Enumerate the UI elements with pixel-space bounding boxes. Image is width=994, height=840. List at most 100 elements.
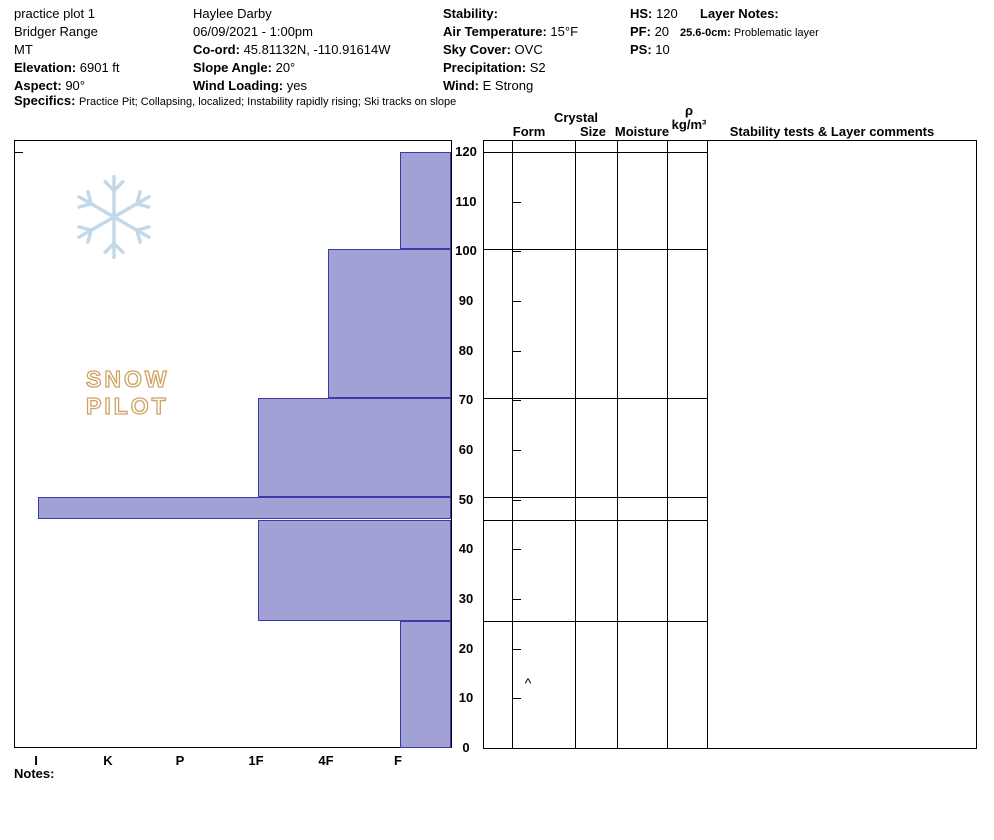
ps-label: PS: xyxy=(630,42,652,57)
depth-axis-label: 60 xyxy=(458,442,474,457)
snow-layer-bar xyxy=(38,497,451,520)
pit-state: MT xyxy=(14,42,33,57)
logo-text: SNOW PILOT xyxy=(85,365,170,419)
layer-notes-title: Layer Notes: xyxy=(700,6,779,21)
snow-layer-bar xyxy=(400,620,451,748)
depth-axis-label: 80 xyxy=(458,342,474,358)
layer-boundary-line xyxy=(483,152,707,153)
table-gridline-v xyxy=(667,140,668,748)
depth-axis-label: 30 xyxy=(458,591,474,606)
air-temp-row: Air Temperature: 15°F xyxy=(443,24,578,39)
surface-tick xyxy=(15,152,23,153)
hardness-axis-label: F xyxy=(394,753,402,768)
pit-datetime: 06/09/2021 - 1:00pm xyxy=(193,24,313,39)
table-gridline-v xyxy=(483,140,484,748)
pf-row: PF: 20 xyxy=(630,24,669,39)
hardness-axis-label: P xyxy=(175,753,185,768)
coord-value: 45.81132N, -110.91614W xyxy=(243,42,391,57)
slope-angle-label: Slope Angle: xyxy=(193,60,272,75)
hardness-plot-frame xyxy=(14,140,452,748)
depth-axis-label: 100 xyxy=(455,243,477,259)
table-gridline-v xyxy=(976,140,977,748)
depth-tick xyxy=(512,201,521,203)
column-header-stability-comments: Stability tests & Layer comments xyxy=(729,124,935,139)
column-header-rho: ρ xyxy=(684,103,694,118)
slope-angle-row: Slope Angle: 20° xyxy=(193,60,295,75)
depth-tick xyxy=(512,499,521,501)
slope-angle-value: 20° xyxy=(275,60,296,75)
layer-note-row: 25.6-0cm: Problematic layer xyxy=(680,26,819,41)
depth-axis-label: 120 xyxy=(455,144,477,159)
depth-tick xyxy=(512,400,521,402)
table-border-h xyxy=(483,140,977,141)
notes-label: Notes: xyxy=(14,766,55,781)
aspect-label: Aspect: xyxy=(14,78,62,93)
hs-row: HS: 120 xyxy=(630,6,678,21)
snow-layer-bar xyxy=(400,152,451,249)
column-header-form: Form xyxy=(512,124,546,139)
elevation-value: 6901 ft xyxy=(79,60,120,75)
precipitation-row: Precipitation: S2 xyxy=(443,60,546,75)
wind-loading-row: Wind Loading: yes xyxy=(193,78,307,93)
depth-axis-label: 110 xyxy=(455,193,477,209)
wind-loading-value: yes xyxy=(286,78,307,93)
layer-boundary-line xyxy=(483,248,707,250)
column-header-size: Size xyxy=(579,124,607,139)
coord-row: Co-ord: 45.81132N, -110.91614W xyxy=(193,42,391,57)
observer-name: Haylee Darby xyxy=(193,6,272,21)
pit-region: Bridger Range xyxy=(14,24,98,39)
column-header-crystal: Crystal xyxy=(553,110,599,125)
elevation-label: Elevation: xyxy=(14,60,77,75)
ps-value: 10 xyxy=(655,42,670,57)
hs-value: 120 xyxy=(656,6,678,21)
wind-value: E Strong xyxy=(482,78,534,93)
snow-layer-bar xyxy=(258,397,451,498)
depth-tick xyxy=(512,599,521,600)
table-gridline-v xyxy=(707,140,708,748)
layer-note-text: Problematic layer xyxy=(733,27,819,39)
depth-axis-label: 0 xyxy=(462,740,470,755)
depth-axis-label: 50 xyxy=(458,491,474,507)
depth-axis-label: 90 xyxy=(458,293,474,308)
layer-boundary-line xyxy=(483,397,707,399)
sky-cover-label: Sky Cover: xyxy=(443,42,511,57)
aspect-row: Aspect: 90° xyxy=(14,78,85,93)
air-temp-label: Air Temperature: xyxy=(443,24,547,39)
depth-tick xyxy=(512,549,521,551)
layer-boundary-line xyxy=(483,497,707,499)
ps-row: PS: 10 xyxy=(630,42,670,57)
specifics-row: Specifics: Practice Pit; Collapsing, loc… xyxy=(14,93,456,110)
snowflake-icon xyxy=(77,174,151,260)
depth-tick xyxy=(512,450,521,451)
depth-tick xyxy=(512,648,521,650)
table-gridline-v xyxy=(617,140,618,748)
aspect-value: 90° xyxy=(65,78,85,93)
air-temp-value: 15°F xyxy=(550,24,579,39)
column-header-rho-unit: kg/m³ xyxy=(671,117,707,132)
specifics-label: Specifics: xyxy=(14,93,76,108)
layer-notes-label: Layer Notes: xyxy=(700,6,779,21)
specifics-value: Practice Pit; Collapsing, localized; Ins… xyxy=(79,96,457,108)
table-gridline-v xyxy=(512,140,513,748)
wind-row: Wind: E Strong xyxy=(443,78,533,93)
depth-tick xyxy=(512,698,521,700)
depth-tick xyxy=(512,251,521,253)
depth-axis-label: 20 xyxy=(458,640,474,656)
snow-layer-bar xyxy=(328,248,451,398)
column-header-moisture: Moisture xyxy=(614,124,670,139)
depth-axis-label: 40 xyxy=(458,541,474,557)
depth-axis-label: 10 xyxy=(458,690,474,706)
hardness-axis-label: K xyxy=(103,753,113,768)
layer-note-range: 25.6-0cm: xyxy=(680,27,731,39)
stability-row: Stability: xyxy=(443,6,498,21)
elevation-row: Elevation: 6901 ft xyxy=(14,60,120,75)
layer-boundary-line xyxy=(483,519,707,521)
depth-axis-label: 70 xyxy=(458,392,474,408)
hs-label: HS: xyxy=(630,6,653,21)
sky-cover-value: OVC xyxy=(514,42,543,57)
pf-label: PF: xyxy=(630,24,651,39)
wind-label: Wind: xyxy=(443,78,479,93)
precipitation-label: Precipitation: xyxy=(443,60,527,75)
